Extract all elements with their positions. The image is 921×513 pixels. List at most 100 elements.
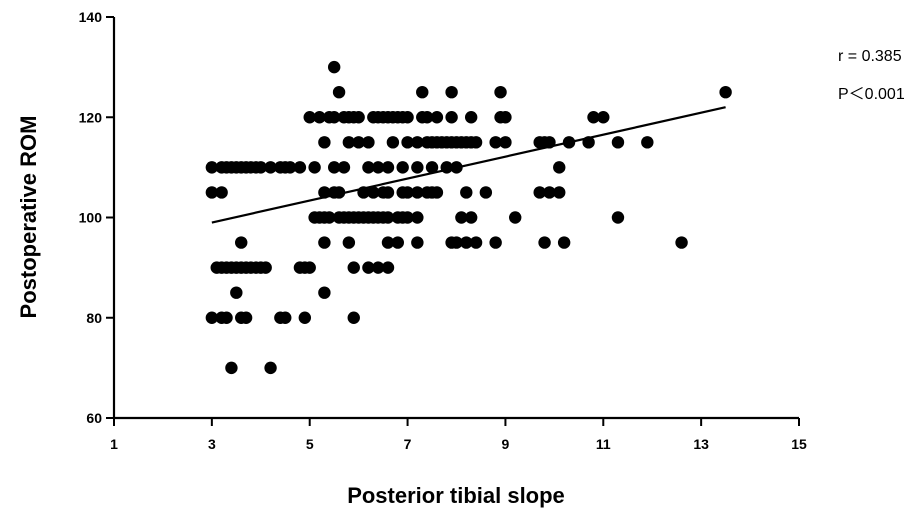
x-tick-label: 1 bbox=[110, 436, 118, 452]
data-point bbox=[411, 161, 424, 174]
y-axis-title: Postoperative ROM bbox=[16, 116, 41, 319]
data-point bbox=[641, 136, 654, 149]
data-point bbox=[352, 111, 365, 124]
data-point bbox=[264, 361, 277, 375]
data-point bbox=[323, 211, 336, 224]
data-point bbox=[469, 136, 483, 149]
data-point bbox=[386, 136, 400, 149]
y-tick-label: 80 bbox=[86, 310, 102, 326]
data-point bbox=[372, 261, 385, 274]
data-point bbox=[479, 186, 493, 199]
data-point bbox=[367, 186, 380, 199]
data-point bbox=[327, 60, 341, 74]
y-tick-label: 140 bbox=[79, 9, 103, 25]
data-point bbox=[460, 186, 473, 199]
x-tick-label: 5 bbox=[306, 436, 314, 452]
data-point bbox=[205, 186, 219, 199]
data-point bbox=[381, 236, 395, 249]
correlation-r-annotation: r = 0.385 bbox=[838, 48, 902, 65]
data-point bbox=[420, 111, 434, 124]
data-point bbox=[342, 136, 356, 149]
data-point bbox=[445, 111, 458, 124]
data-point bbox=[430, 186, 444, 199]
data-point bbox=[411, 236, 424, 249]
data-point bbox=[308, 161, 321, 174]
data-point bbox=[313, 111, 326, 124]
data-point bbox=[362, 161, 375, 174]
data-point bbox=[347, 311, 360, 324]
regression-line bbox=[211, 106, 726, 224]
data-point bbox=[352, 136, 365, 149]
y-tick-label: 120 bbox=[79, 109, 103, 125]
data-point bbox=[460, 236, 473, 249]
data-point bbox=[283, 161, 297, 174]
data-point bbox=[318, 236, 331, 249]
data-point bbox=[489, 236, 502, 249]
data-point bbox=[489, 136, 502, 149]
x-tick-label: 11 bbox=[596, 436, 611, 452]
data-point bbox=[719, 85, 732, 99]
data-point bbox=[391, 236, 404, 249]
data-point bbox=[411, 186, 424, 199]
data-point bbox=[396, 161, 409, 174]
data-points bbox=[205, 60, 732, 375]
x-tick-label: 3 bbox=[208, 436, 216, 452]
data-point bbox=[264, 161, 277, 174]
data-point bbox=[469, 236, 483, 249]
x-tick-label: 7 bbox=[404, 436, 412, 452]
data-point bbox=[401, 186, 414, 199]
x-tick-label: 15 bbox=[791, 436, 807, 452]
data-point bbox=[611, 136, 625, 149]
data-point bbox=[597, 111, 610, 124]
data-point bbox=[362, 136, 375, 149]
data-point bbox=[279, 311, 292, 324]
data-point bbox=[416, 85, 429, 99]
data-point bbox=[499, 111, 512, 124]
data-point bbox=[494, 85, 507, 99]
data-point bbox=[381, 161, 395, 174]
data-point bbox=[401, 111, 414, 124]
y-tick-label: 60 bbox=[86, 410, 102, 426]
data-point bbox=[318, 286, 331, 299]
data-point bbox=[425, 161, 439, 174]
data-point bbox=[332, 85, 346, 99]
x-axis-title: Posterior tibial slope bbox=[347, 483, 565, 508]
data-point bbox=[381, 261, 395, 274]
data-point bbox=[372, 161, 385, 174]
data-point bbox=[464, 211, 478, 224]
data-point bbox=[362, 261, 375, 274]
x-tick-label: 13 bbox=[693, 436, 709, 452]
data-point bbox=[225, 361, 238, 375]
data-point bbox=[553, 161, 566, 174]
data-point bbox=[259, 261, 272, 274]
data-point bbox=[401, 136, 414, 149]
data-point bbox=[430, 111, 444, 124]
data-point bbox=[293, 161, 307, 174]
data-point bbox=[303, 111, 316, 124]
y-tick-label: 100 bbox=[79, 210, 103, 226]
regression-fit bbox=[211, 106, 726, 224]
data-point bbox=[215, 186, 228, 199]
data-point bbox=[318, 136, 331, 149]
data-point bbox=[455, 211, 468, 224]
data-point bbox=[464, 111, 478, 124]
data-point bbox=[327, 111, 341, 124]
data-point bbox=[450, 236, 463, 249]
data-point bbox=[509, 211, 522, 224]
data-point bbox=[298, 311, 312, 324]
data-point bbox=[553, 186, 566, 199]
data-point bbox=[611, 211, 625, 224]
data-point bbox=[239, 311, 253, 324]
data-point bbox=[342, 236, 356, 249]
data-point bbox=[543, 186, 556, 199]
data-point bbox=[303, 261, 316, 274]
data-point bbox=[205, 161, 219, 174]
data-point bbox=[381, 186, 395, 199]
data-point bbox=[445, 85, 458, 99]
data-point bbox=[235, 236, 248, 249]
data-point bbox=[675, 236, 688, 249]
data-point bbox=[557, 236, 571, 249]
data-point bbox=[205, 311, 219, 324]
p-value-annotation: P＜0.001 bbox=[838, 86, 905, 103]
